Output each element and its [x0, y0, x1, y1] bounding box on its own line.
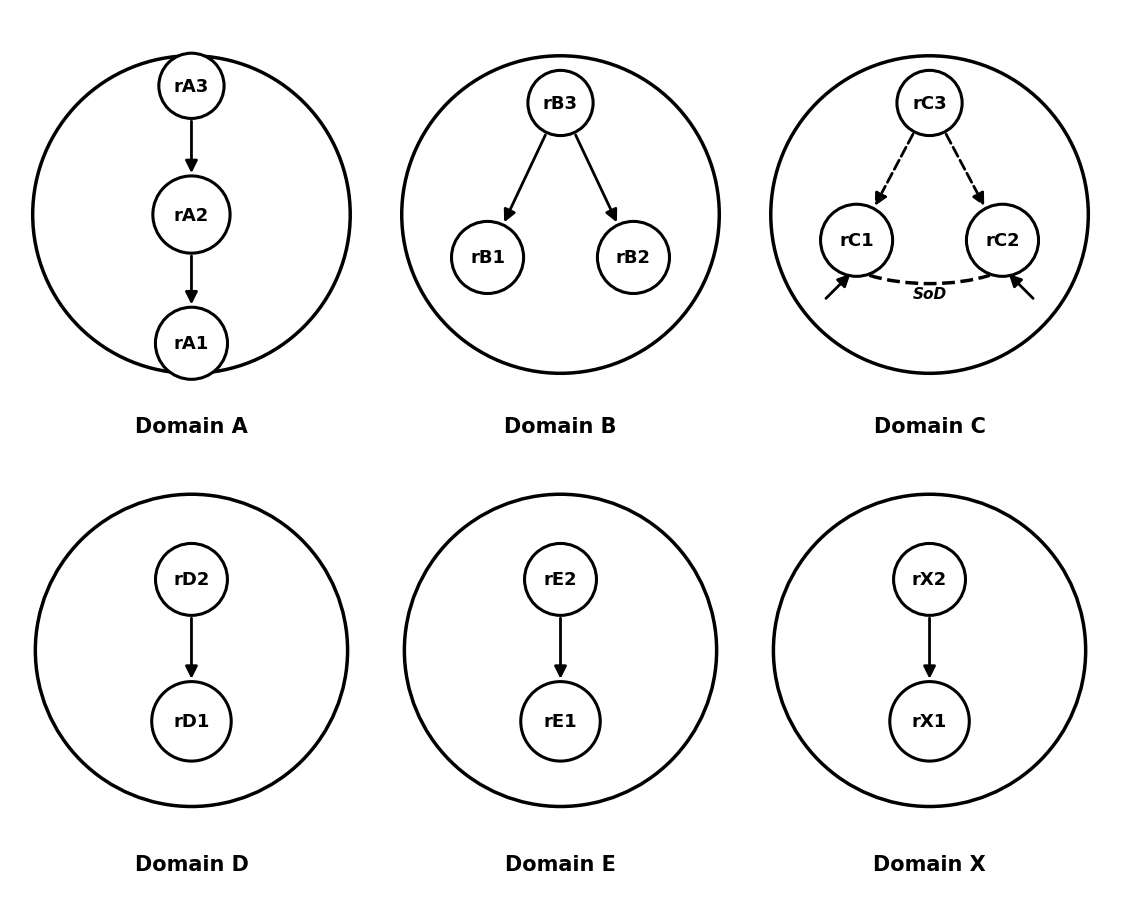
- Circle shape: [452, 222, 524, 294]
- Text: Domain C: Domain C: [873, 417, 985, 437]
- Text: Domain X: Domain X: [873, 854, 985, 874]
- Text: Domain D: Domain D: [135, 854, 249, 874]
- Text: Domain E: Domain E: [506, 854, 615, 874]
- Text: rA1: rA1: [174, 335, 210, 353]
- Text: rE2: rE2: [544, 571, 577, 589]
- Circle shape: [525, 544, 596, 616]
- Text: rD1: rD1: [174, 713, 210, 731]
- Circle shape: [159, 54, 224, 119]
- Text: rC1: rC1: [840, 232, 874, 250]
- Circle shape: [151, 682, 231, 761]
- Text: rA3: rA3: [174, 78, 210, 96]
- Text: SoD: SoD: [912, 287, 946, 301]
- Text: rE1: rE1: [544, 713, 577, 731]
- Circle shape: [893, 544, 965, 616]
- Circle shape: [528, 71, 593, 136]
- Text: rD2: rD2: [174, 571, 210, 589]
- Circle shape: [597, 222, 669, 294]
- Circle shape: [156, 544, 228, 616]
- Circle shape: [152, 177, 230, 253]
- Circle shape: [890, 682, 970, 761]
- Circle shape: [521, 682, 600, 761]
- Text: rB3: rB3: [543, 95, 578, 113]
- Text: rC2: rC2: [985, 232, 1020, 250]
- Circle shape: [156, 308, 228, 380]
- Text: rB1: rB1: [470, 249, 506, 267]
- Circle shape: [966, 205, 1038, 277]
- Text: rX2: rX2: [911, 571, 947, 589]
- Text: Domain A: Domain A: [136, 417, 248, 437]
- Text: rC3: rC3: [912, 95, 947, 113]
- Circle shape: [897, 71, 962, 136]
- Circle shape: [821, 205, 892, 277]
- Text: rA2: rA2: [174, 207, 210, 225]
- Text: Domain B: Domain B: [504, 417, 617, 437]
- Text: rB2: rB2: [615, 249, 651, 267]
- Text: rX1: rX1: [911, 713, 947, 731]
